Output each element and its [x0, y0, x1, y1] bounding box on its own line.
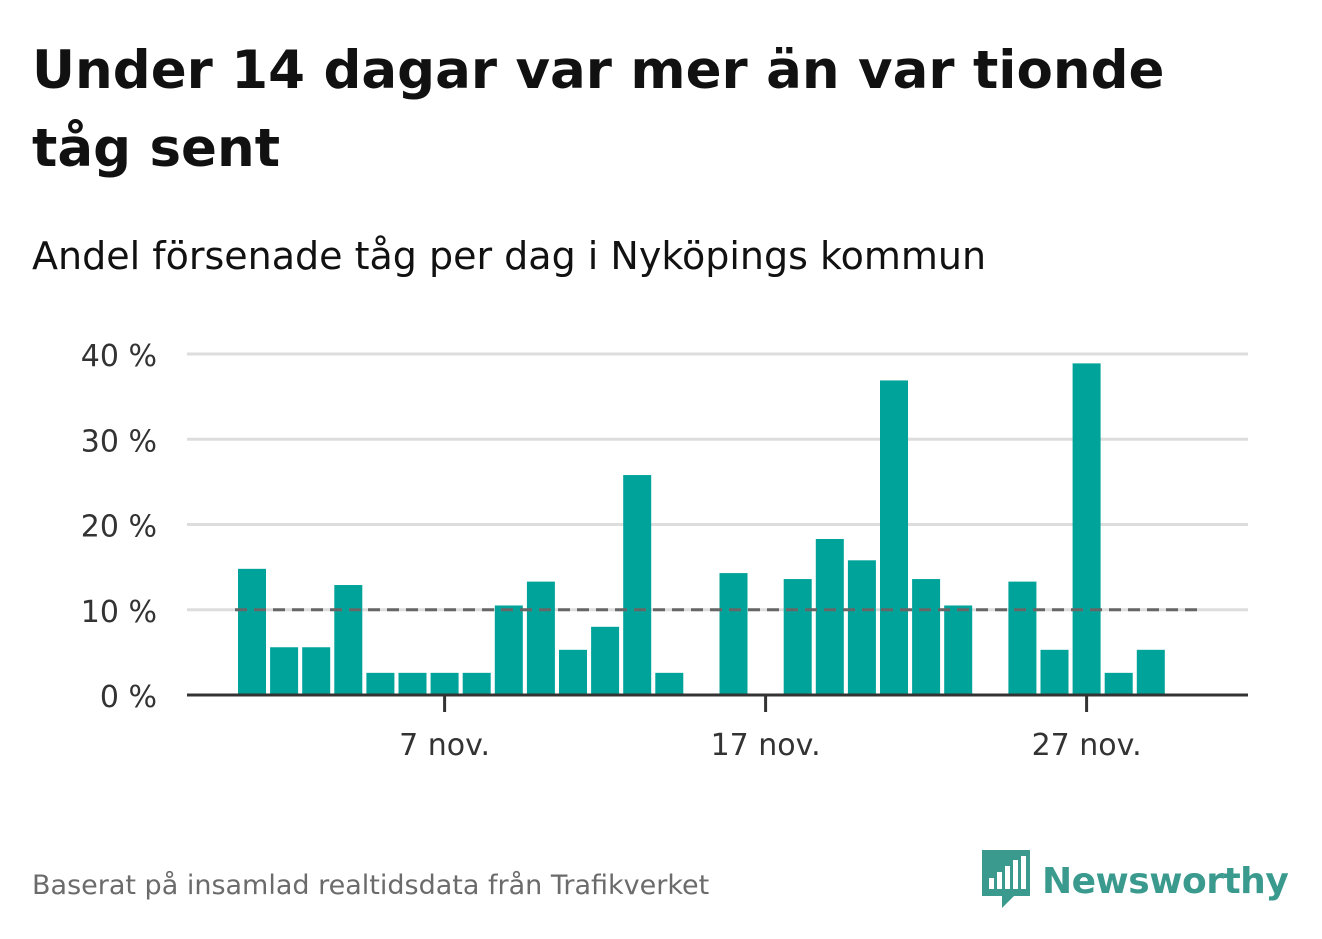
- bar: [398, 672, 427, 695]
- bar: [494, 605, 523, 695]
- y-tick-label: 20 %: [81, 510, 157, 545]
- bar: [430, 672, 459, 695]
- chart-title: Under 14 dagar var mer än var tionde tåg…: [32, 40, 1165, 179]
- bar: [912, 579, 941, 695]
- bar: [366, 672, 395, 695]
- bar: [559, 649, 587, 695]
- y-tick-label: 0 %: [100, 680, 157, 715]
- bar: [880, 380, 908, 695]
- bar: [944, 605, 973, 695]
- x-tick-label: 27 nov.: [1032, 728, 1142, 763]
- bar: [238, 568, 266, 695]
- bar: [591, 626, 620, 695]
- bar: [1104, 672, 1133, 695]
- x-tick-label: 17 nov.: [711, 728, 821, 763]
- bar: [655, 672, 684, 695]
- x-tick-labels: 7 nov. 17 nov. 27 nov.: [399, 728, 1141, 763]
- bar-chart: 0 % 10 % 20 % 30 % 40 % 7 nov. 17 nov. 27 nov.: [81, 339, 1248, 763]
- y-tick-label: 30 %: [81, 424, 157, 459]
- bar: [334, 585, 363, 695]
- x-axis: [187, 693, 1248, 712]
- bar: [623, 475, 652, 695]
- bar: [1072, 363, 1101, 695]
- bar: [462, 672, 491, 695]
- brand-name: Newsworthy: [1042, 860, 1289, 902]
- y-tick-label: 40 %: [81, 339, 157, 374]
- y-tick-label: 10 %: [81, 595, 157, 630]
- bar: [815, 538, 844, 695]
- brand-logo[interactable]: Newsworthy: [980, 848, 1289, 914]
- chart-subtitle: Andel försenade tåg per dag i Nyköpings …: [32, 234, 987, 278]
- bar: [783, 579, 812, 695]
- x-tick-label: 7 nov.: [399, 728, 490, 763]
- bar: [302, 647, 331, 695]
- bars: [238, 363, 1165, 695]
- bar: [847, 560, 876, 695]
- y-tick-labels: 0 % 10 % 20 % 30 % 40 %: [81, 339, 157, 715]
- newsworthy-logo-icon: [980, 848, 1032, 914]
- bar: [719, 573, 748, 695]
- source-note: Baserat på insamlad realtidsdata från Tr…: [32, 870, 710, 901]
- bar: [1040, 649, 1069, 695]
- bar: [1136, 649, 1165, 695]
- bar: [270, 647, 299, 695]
- bar: [526, 581, 555, 695]
- bar: [1008, 581, 1037, 695]
